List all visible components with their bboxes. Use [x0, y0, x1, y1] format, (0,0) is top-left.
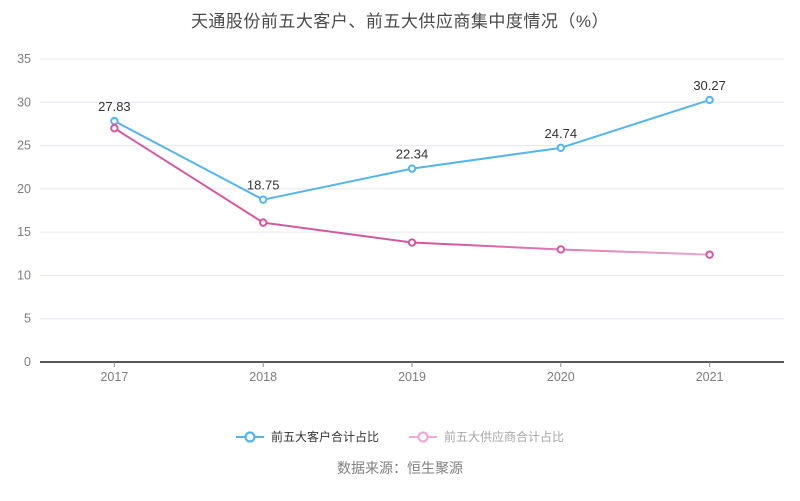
legend-label-suppliers: 前五大供应商合计占比	[444, 430, 565, 444]
data-point-marker	[705, 250, 714, 259]
chart-legend: 前五大客户合计占比 前五大供应商合计占比	[0, 428, 800, 445]
chart-title: 天通股份前五大客户、前五大供应商集中度情况（%）	[190, 12, 610, 31]
data-point-label: 18.75	[247, 178, 280, 193]
data-point-marker	[705, 95, 714, 105]
data-point-marker	[110, 116, 119, 126]
data-source-note: 数据来源：恒生聚源	[337, 460, 463, 476]
x-axis-tick-label: 2017	[100, 370, 128, 384]
data-point-marker	[110, 124, 119, 133]
data-point-marker	[259, 195, 268, 204]
data-point-label: 24.74	[545, 126, 578, 141]
y-axis-tick-label: 35	[17, 52, 31, 66]
y-axis-tick-label: 5	[24, 312, 31, 326]
legend-item-customers[interactable]: 前五大客户合计占比	[235, 428, 379, 445]
y-axis-tick-label: 15	[17, 225, 31, 239]
y-axis-tick-label: 25	[17, 139, 31, 153]
data-point-label: 27.83	[98, 99, 131, 114]
x-axis-tick-label: 2020	[547, 370, 575, 384]
data-point-label: 22.34	[396, 147, 429, 162]
customer-series-legend-icon	[235, 430, 264, 444]
data-point-marker	[259, 218, 268, 227]
x-axis-tick-label: 2018	[249, 370, 277, 384]
legend-item-suppliers[interactable]: 前五大供应商合计占比	[409, 428, 564, 445]
y-axis-tick-label: 0	[24, 355, 31, 369]
supplier-series-legend-icon	[409, 430, 437, 444]
y-axis-tick-label: 30	[17, 95, 31, 109]
data-point-marker	[556, 245, 565, 254]
line-chart-canvas: 0 5 10 15 20 25 30 35 2017 2018 2019 2020 2021 27.83 1…	[17, 52, 784, 384]
data-point-marker	[407, 238, 417, 247]
y-axis-tick-label: 20	[17, 182, 31, 196]
x-axis-tick-label: 2021	[696, 370, 724, 384]
x-axis-tick-label: 2019	[398, 370, 426, 384]
y-axis-tick-label: 10	[17, 268, 31, 282]
data-point-marker	[556, 143, 565, 153]
data-point-label: 30.27	[693, 78, 726, 93]
legend-label-customers: 前五大客户合计占比	[270, 430, 379, 444]
data-point-marker	[407, 164, 417, 173]
